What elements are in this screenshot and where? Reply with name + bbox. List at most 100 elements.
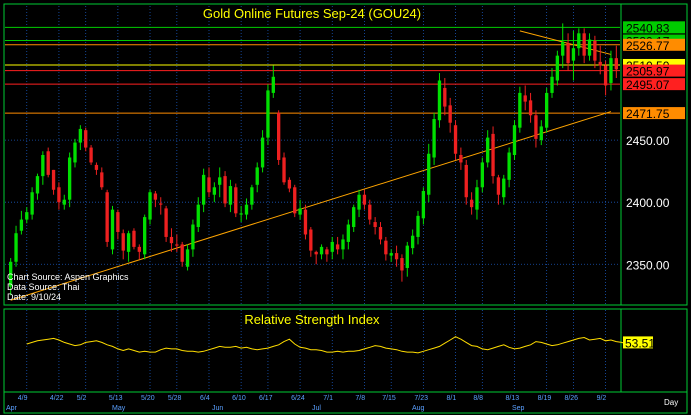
- month-label: Aug: [412, 405, 425, 412]
- price-axis-panel: [620, 3, 688, 306]
- candle-body: [57, 187, 61, 203]
- candle-body: [25, 212, 29, 220]
- candle-body: [368, 204, 372, 220]
- candle-body: [319, 246, 324, 255]
- y-tick-label: 2400.00: [626, 196, 670, 210]
- rsi-value-box: [623, 336, 653, 349]
- rsi-panel: [3, 308, 622, 393]
- candle-body: [51, 169, 56, 190]
- date-axis-panel: [3, 391, 688, 414]
- chart-title: Gold Online Futures Sep-24 (GOU24): [203, 6, 421, 21]
- candle-body: [73, 142, 77, 163]
- candle-body: [523, 95, 527, 102]
- trendline: [10, 111, 612, 301]
- candle-body: [384, 240, 388, 255]
- x-tick-label: 4/22: [50, 395, 64, 402]
- rsi-title: Relative Strength Index: [244, 312, 380, 327]
- price-level-label: 2540.83: [626, 21, 670, 35]
- candle-body: [593, 40, 597, 61]
- candle-body: [539, 126, 543, 141]
- candle-body: [432, 118, 436, 158]
- x-tick-label: 5/20: [141, 395, 155, 402]
- price-level-label: 2495.07: [626, 78, 670, 92]
- y-tick-label: 2450.00: [626, 134, 670, 148]
- month-label: Sep: [512, 405, 525, 412]
- candle-body: [298, 208, 302, 215]
- candle-body: [67, 157, 72, 200]
- candle-body: [143, 217, 147, 255]
- candle-body: [561, 42, 565, 56]
- candle-body: [400, 258, 404, 271]
- candle-body: [587, 39, 592, 56]
- candle-body: [582, 33, 586, 56]
- x-tick-label: 8/13: [505, 395, 519, 402]
- candle-body: [148, 192, 152, 220]
- candle-body: [335, 244, 340, 250]
- x-tick-label: 8/1: [447, 395, 457, 402]
- candle-body: [566, 43, 570, 64]
- candle-body: [175, 244, 179, 246]
- candle-body: [378, 227, 383, 240]
- source-line-chart: Chart Source: Aspen Graphics: [7, 272, 129, 282]
- rsi-value-label: 53.51: [625, 336, 655, 350]
- x-tick-label: 5/13: [109, 395, 123, 402]
- x-tick-label: 8/26: [564, 395, 578, 402]
- candle-body: [341, 239, 345, 250]
- candle-body: [507, 152, 511, 180]
- candle-body: [352, 207, 356, 228]
- rsi-layer: 53.51: [26, 336, 655, 354]
- candle-body: [266, 90, 270, 138]
- candle-body: [260, 137, 265, 168]
- month-label: Jun: [212, 405, 223, 412]
- candle-body: [89, 147, 93, 163]
- candle-body: [303, 209, 308, 235]
- candle-body: [550, 76, 554, 93]
- candle-body: [405, 245, 409, 268]
- x-tick-label: 7/23: [414, 395, 428, 402]
- candle-body: [544, 92, 549, 128]
- candle-body: [191, 224, 195, 250]
- candle-body: [30, 192, 34, 215]
- candle-body: [218, 177, 222, 185]
- x-tick-label: 8/8: [473, 395, 483, 402]
- candle-body: [271, 76, 275, 93]
- candle-body: [255, 167, 259, 185]
- candle-body: [421, 191, 426, 219]
- candle-body: [78, 128, 83, 143]
- candle-body: [100, 172, 104, 188]
- source-line-data: Data Source: Thai: [7, 282, 79, 292]
- candle-body: [164, 208, 168, 237]
- candle-body: [9, 261, 13, 287]
- candle-body: [185, 249, 190, 267]
- candle-body: [325, 249, 329, 255]
- candle-body: [475, 187, 479, 210]
- candle-body: [410, 235, 415, 249]
- candle-body: [293, 187, 297, 214]
- candle-body: [464, 164, 468, 198]
- candle-body: [469, 199, 474, 208]
- candle-body: [277, 112, 281, 160]
- candle-body: [287, 179, 292, 189]
- candle-body: [212, 187, 217, 195]
- candle-body: [207, 177, 211, 193]
- candle-body: [110, 209, 115, 250]
- candle-body: [416, 215, 420, 237]
- x-tick-label: 8/19: [538, 395, 552, 402]
- candle-body: [603, 65, 608, 86]
- candle-body: [480, 162, 484, 188]
- price-panel: [3, 3, 622, 306]
- candle-body: [437, 80, 442, 121]
- candle-body: [14, 233, 18, 262]
- candle-body: [453, 125, 458, 154]
- candle-body: [228, 186, 233, 205]
- month-label: Jul: [312, 405, 321, 412]
- period-label: Day: [664, 398, 678, 407]
- x-tick-label: 6/4: [200, 395, 210, 402]
- y-tick-label: 2350.00: [626, 258, 670, 272]
- candle-body: [244, 204, 249, 215]
- candle-body: [282, 157, 286, 183]
- price-level-label: 2526.77: [626, 39, 670, 53]
- candle-body: [46, 151, 50, 175]
- candle-body: [234, 187, 238, 214]
- x-tick-label: 6/17: [259, 395, 273, 402]
